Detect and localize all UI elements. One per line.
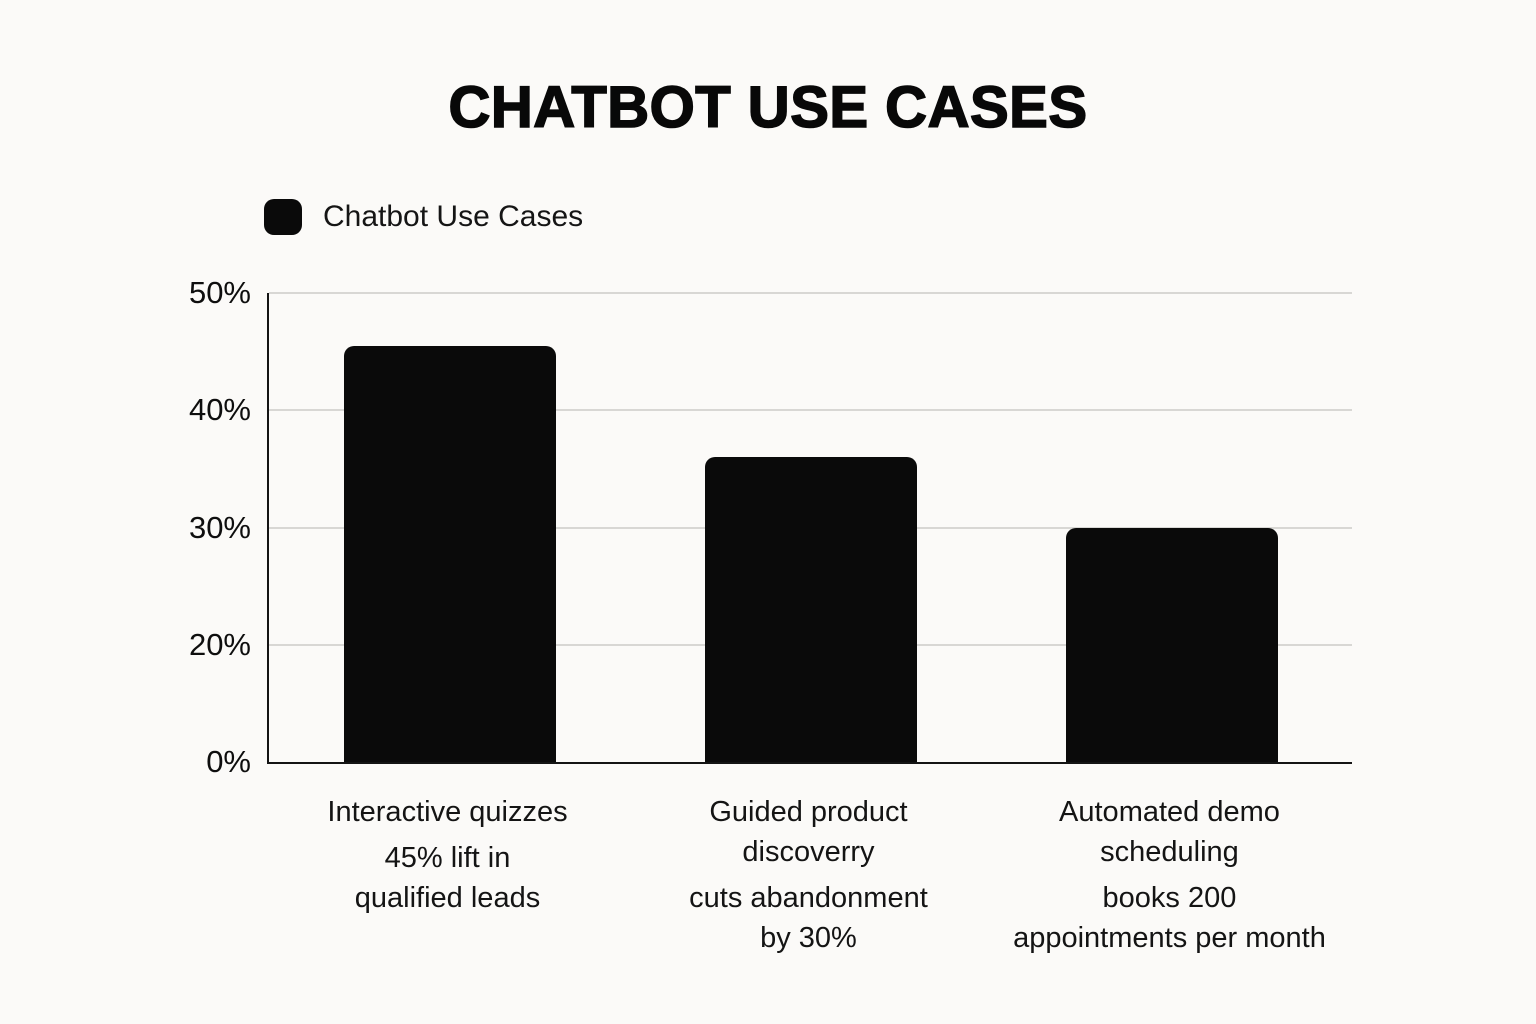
category-description: books 200 appointments per month (1013, 882, 1326, 954)
x-axis-label: Automated demo scheduling books 200 appoint… (989, 792, 1350, 958)
y-tick-label: 20% (188, 626, 251, 662)
y-tick-label: 30% (188, 509, 251, 545)
gridline-40% (269, 409, 1352, 412)
bar-Guided product discoverry (704, 457, 917, 762)
legend-swatch-icon (264, 199, 302, 235)
legend-label: Chatbot Use Cases (323, 200, 584, 233)
y-axis-labels: 0% 20% 30% 40% 50% (0, 275, 251, 779)
bar-slot (991, 293, 1352, 762)
y-tick-label: 0% (206, 744, 251, 779)
y-tick-label: 50% (188, 275, 251, 310)
chart-title: CHATBOT USE CASES (448, 74, 1088, 141)
legend: Chatbot Use Cases (264, 199, 583, 235)
bar-Interactive quizzes (343, 345, 556, 762)
category-description: 45% lift in qualified leads (354, 842, 541, 914)
category-description: cuts abandonment by 30% (689, 882, 928, 954)
x-axis-label: Interactive quizzes 45% lift in qualified … (267, 792, 628, 958)
x-axis-labels: Interactive quizzes 45% lift in qualified … (267, 792, 1350, 958)
bar-Automated demo scheduling (1065, 527, 1278, 762)
x-axis-label: Guided product discoverry cuts abandonment… (628, 792, 989, 958)
category-name: Guided product discoverry (709, 796, 908, 868)
category-name: Automated demo scheduling (1059, 796, 1280, 868)
category-name: Interactive quizzes (327, 796, 568, 828)
gridline-50% (269, 292, 1352, 294)
plot-area (267, 292, 1352, 764)
bar-slot (630, 293, 991, 762)
y-tick-label: 40% (188, 392, 251, 428)
bar-slot (269, 293, 630, 762)
